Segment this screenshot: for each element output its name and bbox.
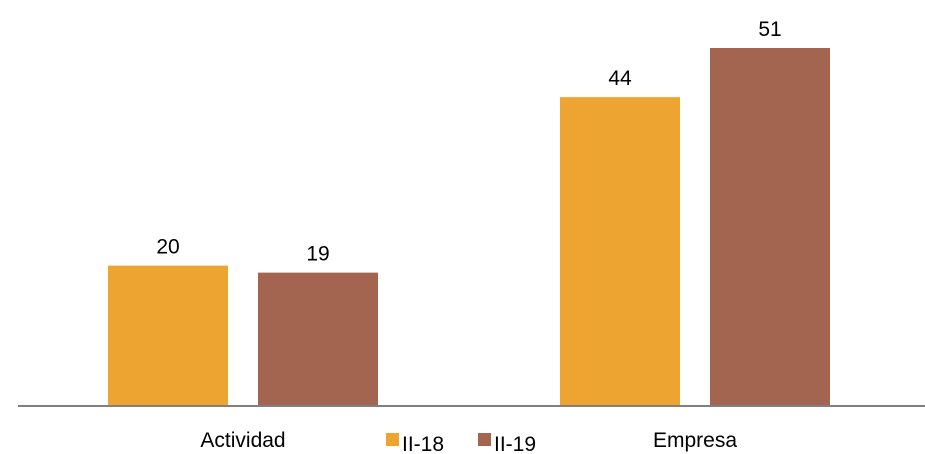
x-tick-label-empresa: Empresa (653, 429, 737, 452)
legend-swatch-ii-19 (478, 433, 491, 446)
legend-label-ii-18: II-18 (402, 433, 444, 454)
legend: II-18 II-19 (386, 433, 536, 454)
data-label-ii-19-empresa: 51 (758, 18, 781, 41)
x-tick-label-actividad: Actividad (200, 429, 285, 452)
bar-ii-18-empresa (560, 97, 680, 406)
legend-label-ii-19: II-19 (494, 433, 536, 454)
x-tick-labels: Actividad Empresa (200, 429, 737, 452)
bars-layer (108, 48, 830, 406)
data-label-ii-18-empresa: 44 (608, 67, 632, 90)
legend-swatch-ii-18 (386, 433, 399, 446)
bar-ii-19-empresa (710, 48, 830, 406)
bar-ii-18-actividad (108, 265, 228, 406)
bar-ii-19-actividad (258, 272, 378, 406)
data-label-ii-18-actividad: 20 (156, 236, 179, 259)
data-labels-layer: 20 19 44 51 (156, 18, 781, 266)
data-label-ii-19-actividad: 19 (306, 243, 329, 266)
